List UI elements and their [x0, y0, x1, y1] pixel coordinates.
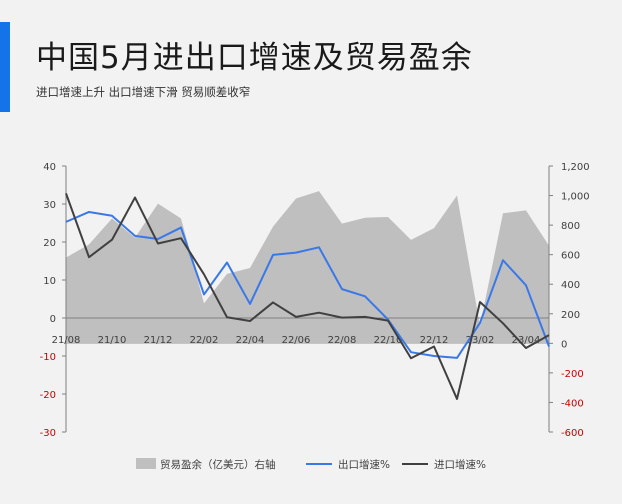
- left-tick-label: 0: [50, 314, 56, 325]
- left-tick-label: 10: [43, 276, 56, 287]
- x-tick-label: 21/10: [98, 335, 127, 346]
- legend-label-export: 出口增速%: [338, 458, 390, 471]
- right-tick-label: 200: [561, 310, 580, 321]
- x-tick-label: 22/12: [420, 335, 449, 346]
- page-subtitle: 进口增速上升 出口增速下滑 贸易顺差收窄: [36, 85, 251, 99]
- export-growth-line: [65, 210, 550, 359]
- right-tick-label: -400: [561, 398, 584, 409]
- left-tick-label: -10: [40, 352, 56, 363]
- x-tick-label: 21/12: [144, 335, 173, 346]
- x-tick-label: 21/08: [52, 335, 81, 346]
- x-tick-label: 22/04: [236, 335, 265, 346]
- right-tick-label: -200: [561, 369, 584, 380]
- right-tick-label: 1,000: [561, 192, 590, 203]
- right-tick-label: 0: [561, 339, 567, 350]
- x-tick-label: 22/08: [328, 335, 357, 346]
- x-tick-label: 23/02: [466, 335, 495, 346]
- right-tick-label: 1,200: [561, 162, 590, 173]
- legend-label-surplus: 贸易盈余（亿美元）右轴: [160, 458, 276, 471]
- legend-swatch-surplus: [136, 458, 156, 469]
- left-tick-label: 20: [43, 238, 56, 249]
- right-tick-label: 400: [561, 280, 580, 291]
- left-tick-label: 30: [43, 200, 56, 211]
- page-title: 中国5月进出口增速及贸易盈余: [36, 40, 473, 76]
- trade-surplus-area: [66, 191, 549, 344]
- x-tick-label: 22/06: [282, 335, 311, 346]
- right-tick-label: -600: [561, 428, 584, 439]
- left-tick-label: -20: [40, 390, 56, 401]
- legend-label-import: 进口增速%: [434, 458, 486, 471]
- x-tick-label: 23/04: [512, 335, 541, 346]
- right-tick-label: 600: [561, 251, 580, 262]
- import-growth-line: [65, 193, 550, 400]
- right-tick-label: 800: [561, 221, 580, 232]
- x-tick-label: 22/02: [190, 335, 219, 346]
- left-tick-label: 40: [43, 162, 56, 173]
- left-tick-label: -30: [40, 428, 56, 439]
- x-tick-label: 22/10: [374, 335, 403, 346]
- title-accent-bar: [0, 22, 10, 112]
